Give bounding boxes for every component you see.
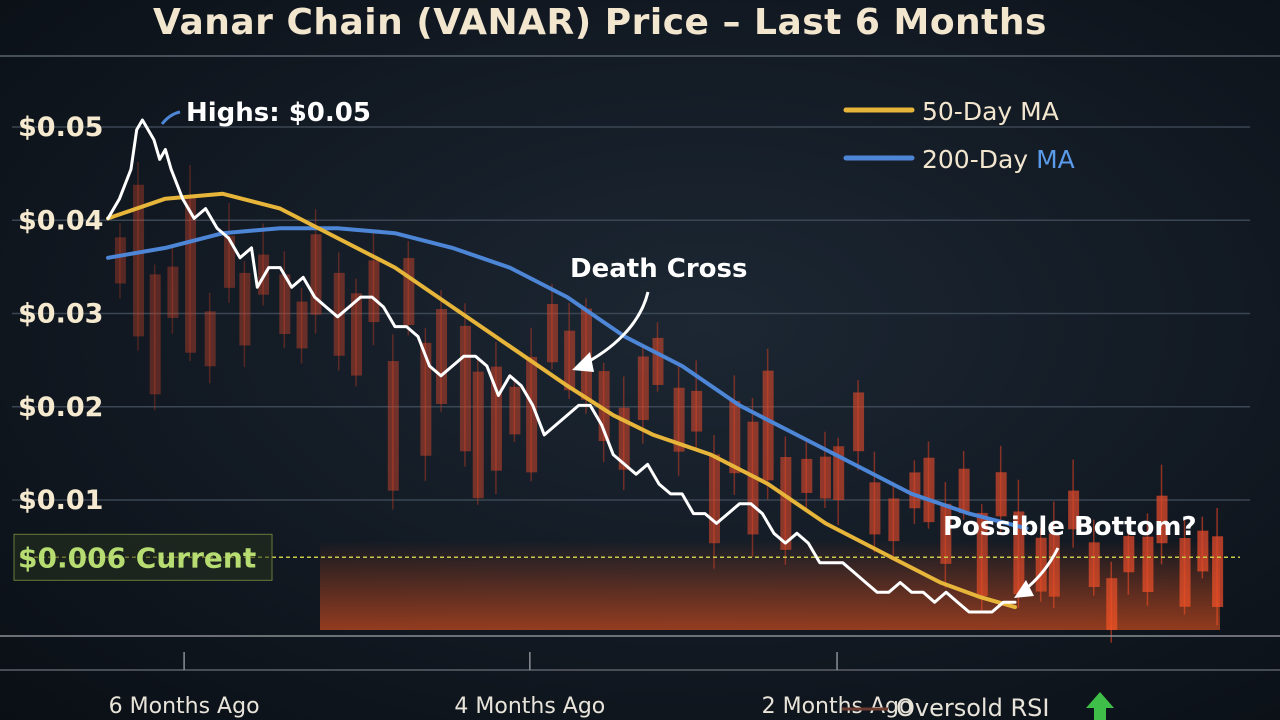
candle-body	[351, 293, 363, 376]
y-tick-label: $0.05	[18, 112, 103, 143]
legend: 50-Day MA 200-Day MA	[843, 97, 1075, 174]
candle-body	[436, 308, 448, 404]
series-line-200-day-ma	[106, 226, 1029, 531]
chart-title: Vanar Chain (VANAR) Price – Last 6 Month…	[153, 2, 1047, 43]
candle-body	[509, 386, 521, 435]
y-tick-label: $0.03	[18, 299, 103, 330]
candle-body	[869, 482, 881, 535]
candle-body	[133, 184, 145, 337]
candle-body	[888, 498, 900, 542]
gridlines	[12, 126, 1250, 501]
candle-body	[368, 260, 380, 323]
bottom-glow	[320, 540, 1220, 630]
possible-bottom-arrowhead	[1014, 580, 1034, 598]
annotation-death-cross: Death Cross	[570, 254, 747, 372]
candle-body	[923, 457, 935, 523]
y-tick-label: $0.04	[18, 205, 103, 236]
candle-body	[296, 301, 308, 349]
death-cross-arrowhead	[572, 352, 594, 372]
candle-body	[224, 235, 236, 288]
series-line-price	[106, 118, 1017, 614]
candle-body	[940, 503, 952, 564]
oversold-rsi: Oversold RSI	[842, 692, 1114, 720]
candle-body	[833, 446, 845, 500]
y-tick-label: $0.01	[18, 485, 103, 516]
x-tick-label: 4 Months Ago	[454, 694, 605, 719]
candle-body	[958, 468, 970, 514]
candle-body	[801, 458, 813, 493]
candle-body	[1068, 490, 1080, 530]
candle-body	[310, 234, 322, 315]
current-price-box	[13, 533, 273, 581]
legend-label-200ma: 200-Day MA	[922, 145, 1075, 174]
candle-body	[691, 390, 703, 432]
candle-body	[1156, 495, 1168, 544]
candle-body	[239, 272, 251, 346]
death-cross-label: Death Cross	[570, 254, 747, 284]
highs-label: Highs: $0.05	[186, 98, 371, 128]
candle-body	[673, 387, 685, 452]
candle-body	[167, 266, 179, 318]
possible-bottom-label: Possible Bottom?	[943, 512, 1197, 542]
x-axis-ticks: 6 Months Ago 4 Months Ago 2 Months Ago	[109, 652, 913, 719]
candle-body	[490, 366, 502, 471]
candle-body	[598, 371, 610, 442]
candle-body	[546, 303, 558, 363]
oversold-rsi-label: Oversold RSI	[896, 694, 1049, 720]
candle-body	[618, 407, 630, 470]
candle-body	[995, 472, 1007, 517]
candle-body	[564, 330, 576, 391]
y-axis-ticks: $0.05 $0.04 $0.03 $0.02 $0.01	[18, 112, 103, 516]
candle-body	[580, 308, 592, 400]
candle-body	[637, 356, 649, 421]
candle-body	[459, 325, 471, 452]
x-tick-label: 6 Months Ago	[109, 694, 260, 719]
candle-body	[853, 392, 865, 452]
x-tick-label: 2 Months Ago	[762, 694, 913, 719]
candle-body	[387, 361, 399, 491]
current-price-label: $0.006 Current	[18, 541, 256, 574]
candle-body	[819, 456, 831, 499]
candle-body	[780, 457, 792, 550]
candle-body	[526, 356, 538, 473]
highs-connector	[160, 110, 181, 125]
candle-body	[909, 472, 921, 509]
y-tick-label: $0.02	[18, 392, 103, 423]
legend-label-50ma: 50-Day MA	[922, 97, 1059, 126]
candle-body	[652, 337, 664, 385]
candle-body	[204, 311, 216, 367]
annotation-possible-bottom: Possible Bottom?	[943, 512, 1197, 598]
current-price-marker: $0.006 Current	[13, 533, 1240, 581]
candle-body	[420, 342, 432, 456]
candle-body	[708, 454, 720, 544]
candle-body	[729, 400, 741, 474]
series-line-50-day-ma	[106, 191, 1017, 610]
series-lines	[106, 118, 1029, 614]
up-arrow-icon	[1086, 692, 1114, 720]
candle-body	[185, 197, 197, 353]
candle-body	[472, 371, 484, 499]
candle-body	[114, 237, 126, 284]
candle-body	[149, 274, 161, 395]
candle-body	[403, 258, 415, 326]
candle-body	[762, 370, 774, 481]
annotation-highs: Highs: $0.05	[160, 98, 371, 128]
candle-body	[279, 274, 291, 335]
